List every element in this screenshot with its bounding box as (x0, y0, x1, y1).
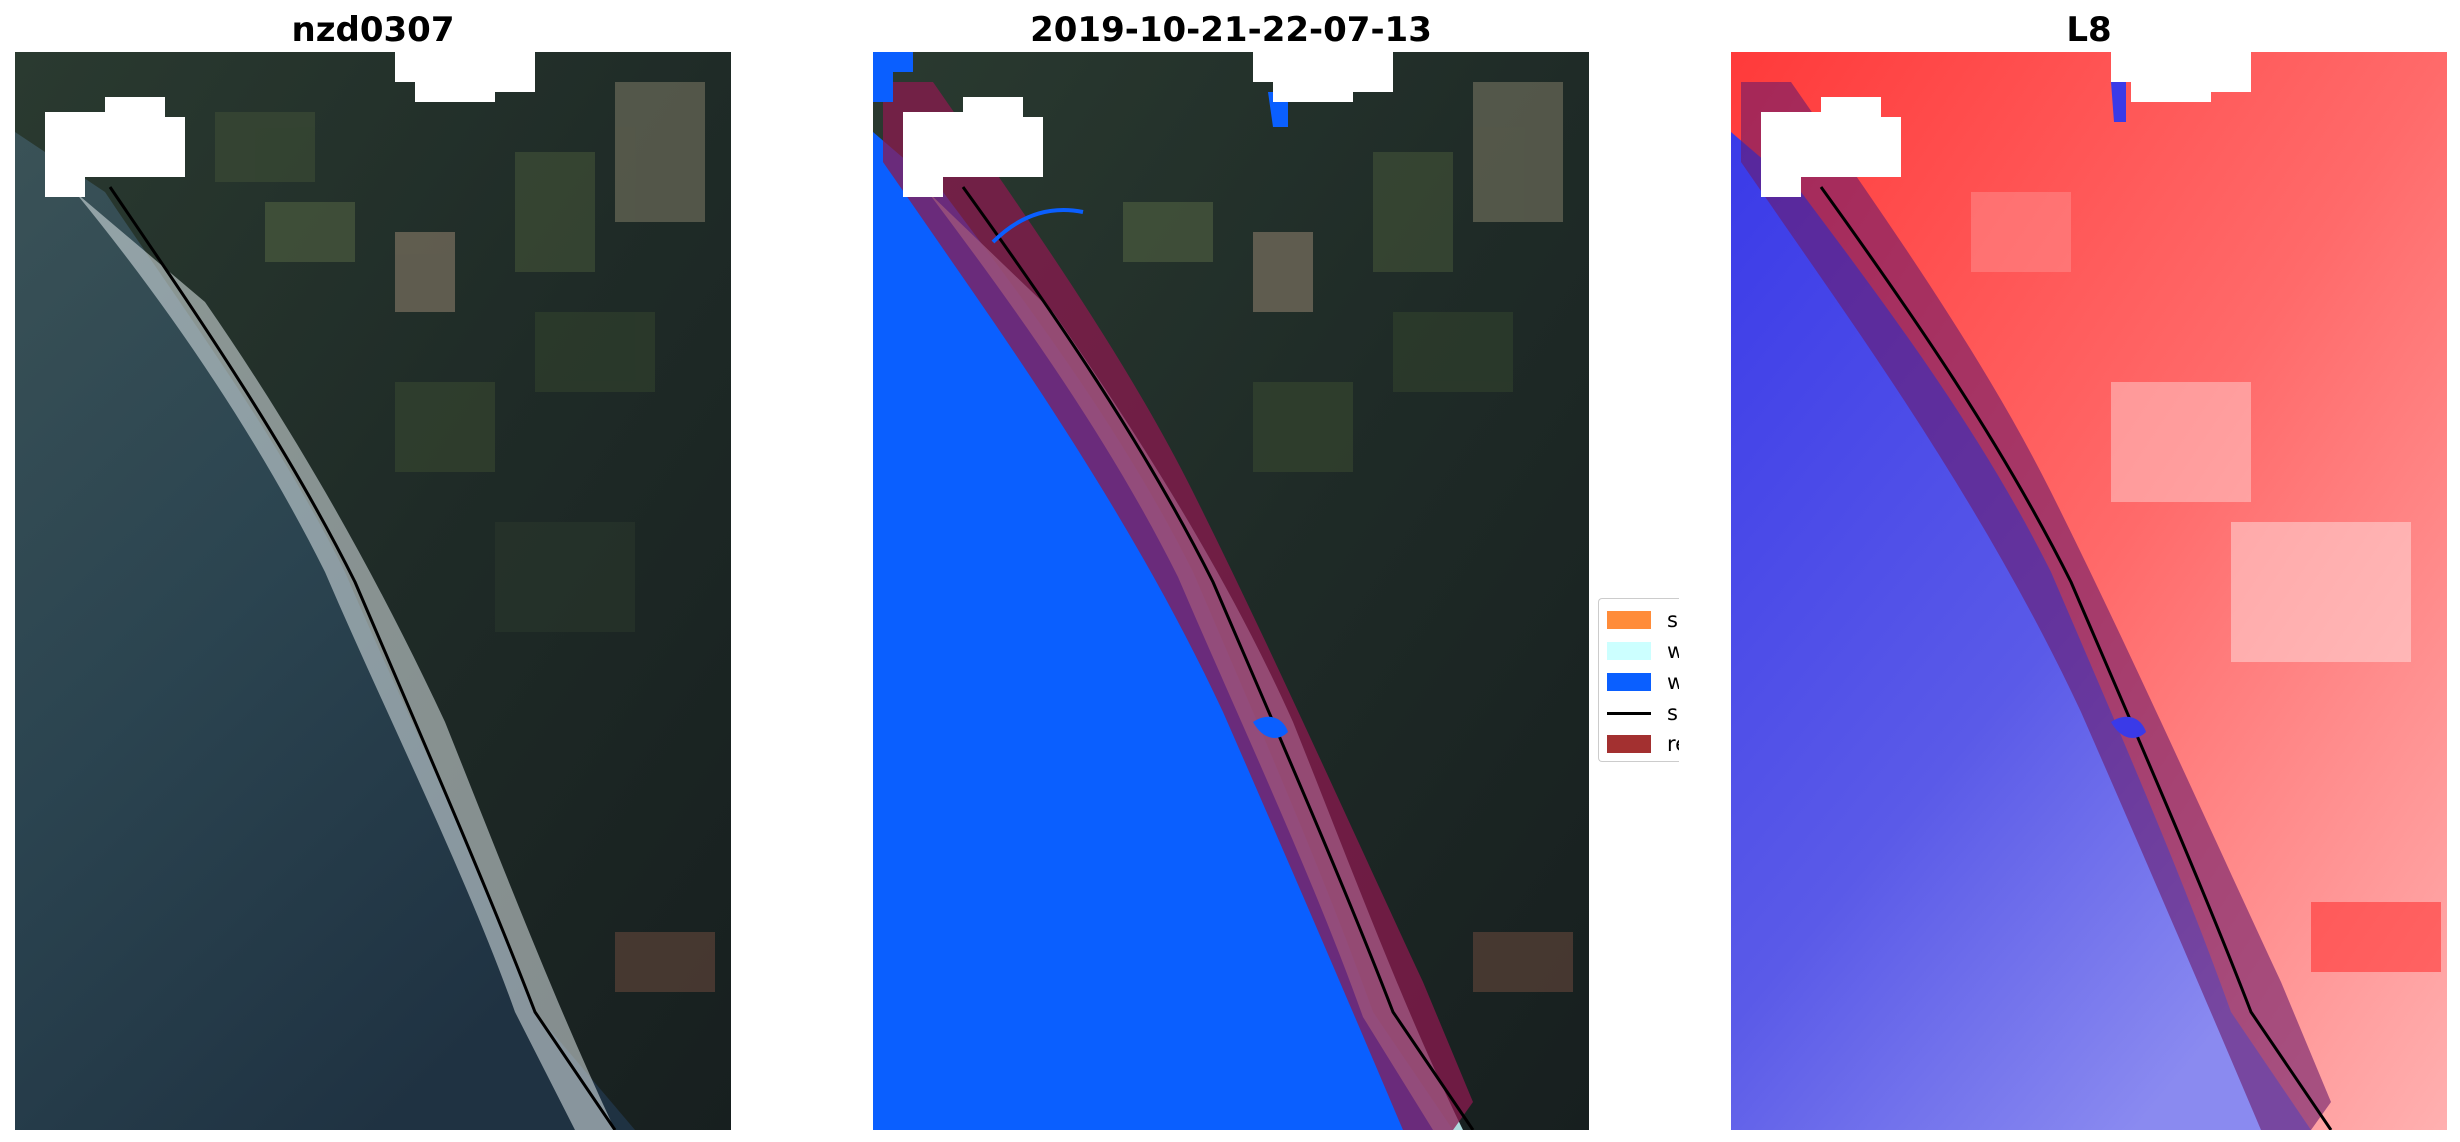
panel-title-site: nzd0307 (291, 10, 455, 50)
legend-swatch (1607, 673, 1651, 691)
legend-label: referen (1667, 732, 1679, 756)
reference-buffer (1741, 82, 2331, 1130)
legend-label: whitew (1667, 639, 1679, 663)
shoreline (961, 186, 1475, 1130)
cloud-mask (45, 52, 535, 197)
panel-title-satellite: L8 (2066, 10, 2112, 50)
shoreline (108, 186, 617, 1130)
legend-item-reference: referen (1607, 729, 1679, 759)
farmland-patches (215, 82, 715, 992)
classification-image (873, 52, 1589, 1130)
legend-item-shoreline: shorel (1607, 698, 1679, 728)
legend-item-sand: sand (1607, 605, 1679, 635)
surf-zone (75, 192, 615, 1130)
rgb-image (15, 52, 731, 1130)
reference-buffer (883, 82, 1473, 1130)
legend-label: water (1667, 670, 1679, 694)
field-patches (1971, 192, 2441, 972)
farmland-patches (1123, 82, 1573, 992)
shoreline (1819, 186, 2333, 1130)
panel-title-date: 2019-10-21-22-07-13 (1030, 10, 1432, 50)
legend-swatch (1607, 642, 1651, 660)
classification-panel (873, 52, 1589, 1130)
legend: sand whitew water shorel referen (1598, 598, 1679, 762)
legend-item-water: water (1607, 667, 1679, 697)
legend-swatch (1607, 611, 1651, 629)
inland-water (2111, 82, 2146, 738)
legend-swatch (1607, 735, 1651, 753)
cloud-mask (1761, 52, 2251, 197)
legend-label: sand (1667, 608, 1679, 632)
legend-label: shorel (1667, 701, 1679, 725)
index-panel (1731, 52, 2447, 1130)
cloud-mask (903, 52, 1393, 197)
index-image (1731, 52, 2447, 1130)
legend-line (1607, 711, 1651, 715)
rgb-image-panel (15, 52, 731, 1130)
legend-item-whitewater: whitew (1607, 636, 1679, 666)
